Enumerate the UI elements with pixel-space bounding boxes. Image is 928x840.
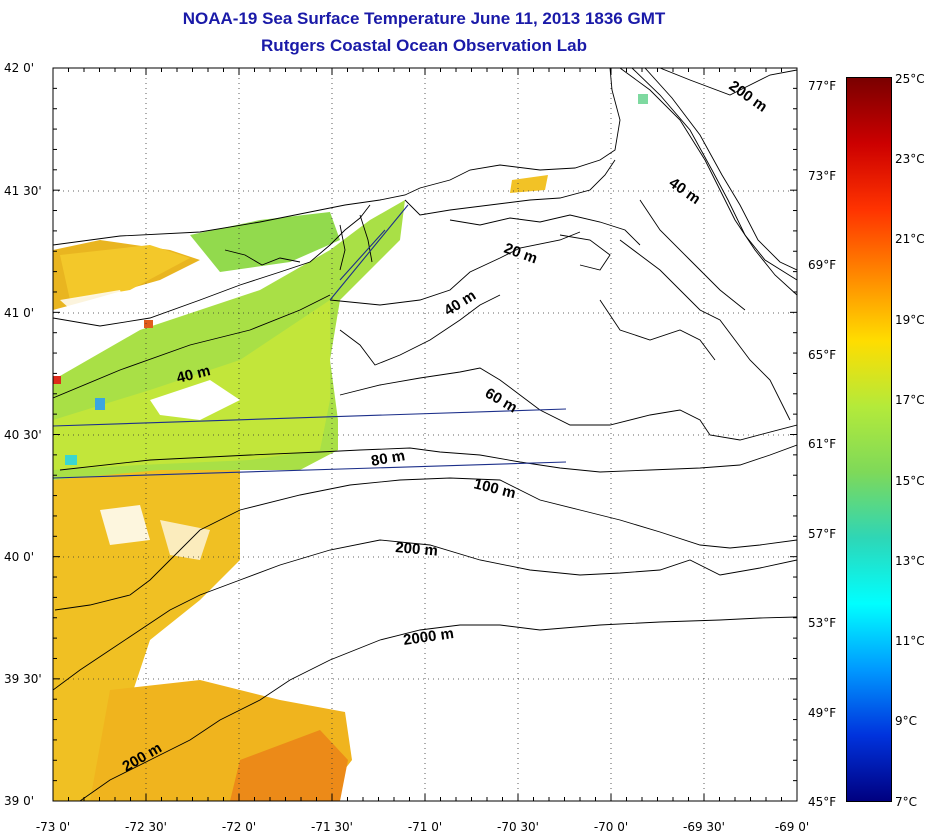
lon-label: -72 30' — [125, 820, 167, 834]
sst-north-patch — [510, 175, 548, 193]
cloud-gap — [260, 475, 305, 540]
graticule — [53, 68, 797, 801]
contour-60m — [339, 367, 797, 441]
lon-label: -72 0' — [221, 820, 257, 834]
cloud-gap — [160, 520, 210, 560]
celsius-label: 23°C — [895, 152, 925, 166]
fahrenheit-label: 45°F — [808, 795, 837, 809]
contour-40m-east — [339, 294, 501, 366]
sst-coastal-yellow — [60, 245, 190, 300]
contour-shelf-northeast — [659, 68, 797, 96]
sst-speck-ne — [638, 94, 648, 104]
sst-field — [53, 94, 648, 801]
sst-cool-speck — [95, 398, 105, 410]
temperature-colorbar — [846, 77, 892, 802]
lon-label: -69 0' — [774, 820, 810, 834]
contour-label: 200 m — [726, 77, 771, 115]
celsius-label: 15°C — [895, 474, 925, 488]
lon-label: -70 30' — [497, 820, 539, 834]
lat-label: 40 0' — [4, 550, 35, 564]
lat-label: 40 30' — [4, 428, 42, 442]
tick-marks — [52, 67, 798, 802]
contour-200m — [53, 539, 797, 691]
sst-orange-patch — [230, 730, 348, 801]
lon-label: -69 30' — [683, 820, 725, 834]
fahrenheit-label: 77°F — [808, 79, 837, 93]
contour-label: 20 m — [502, 240, 540, 268]
sst-speck-red-west — [53, 376, 61, 384]
celsius-label: 11°C — [895, 634, 925, 648]
contour-20m — [329, 231, 581, 306]
contour-label: 40 m — [441, 287, 479, 320]
lon-label: -73 0' — [35, 820, 71, 834]
contour-100m — [54, 477, 797, 611]
lat-label: 41 30' — [4, 184, 42, 198]
celsius-label: 17°C — [895, 393, 925, 407]
celsius-label: 19°C — [895, 313, 925, 327]
fahrenheit-label: 49°F — [808, 706, 837, 720]
fahrenheit-label: 73°F — [808, 169, 837, 183]
contour-label: 40 m — [666, 174, 704, 208]
celsius-label: 13°C — [895, 554, 925, 568]
fahrenheit-label: 69°F — [808, 258, 837, 272]
cloud-gap — [150, 380, 240, 420]
lon-label: -71 30' — [311, 820, 353, 834]
fahrenheit-label: 57°F — [808, 527, 837, 541]
celsius-label: 21°C — [895, 232, 925, 246]
lat-label: 42 0' — [4, 61, 35, 75]
contour-label: 100 m — [472, 475, 517, 502]
track-lines — [53, 204, 567, 479]
fahrenheit-label: 65°F — [808, 348, 837, 362]
contour-shelf-east-2 — [631, 68, 797, 281]
depth-contours — [53, 68, 797, 801]
coastline — [53, 68, 791, 421]
lon-label: -70 0' — [593, 820, 629, 834]
contour-label: 80 m — [370, 447, 407, 470]
contour-label: 200 m — [395, 539, 439, 560]
contour-40m-west — [53, 294, 331, 399]
sst-green-inner — [53, 300, 330, 470]
sst-cool-speck — [65, 455, 77, 465]
page-title: NOAA-19 Sea Surface Temperature June 11,… — [182, 9, 666, 28]
page-subtitle: Rutgers Coastal Ocean Observation Lab — [261, 36, 587, 55]
contour-shelf-east-1 — [619, 68, 797, 296]
lat-label: 41 0' — [4, 306, 35, 320]
contour-shelf-east-3 — [644, 68, 797, 271]
lat-label: 39 0' — [4, 794, 35, 808]
contour-80m — [59, 444, 797, 473]
celsius-label: 9°C — [895, 714, 918, 728]
contour-2000m — [79, 616, 797, 801]
lon-label: -71 0' — [407, 820, 443, 834]
fahrenheit-label: 53°F — [808, 616, 837, 630]
lat-label: 39 30' — [4, 672, 42, 686]
celsius-label: 7°C — [895, 795, 918, 809]
fahrenheit-label: 61°F — [808, 437, 837, 451]
celsius-label: 25°C — [895, 72, 925, 86]
contour-label: 2000 m — [402, 625, 455, 649]
cloud-gap — [100, 505, 150, 545]
sst-speck-red — [144, 320, 153, 328]
cloud-gap — [60, 290, 130, 320]
